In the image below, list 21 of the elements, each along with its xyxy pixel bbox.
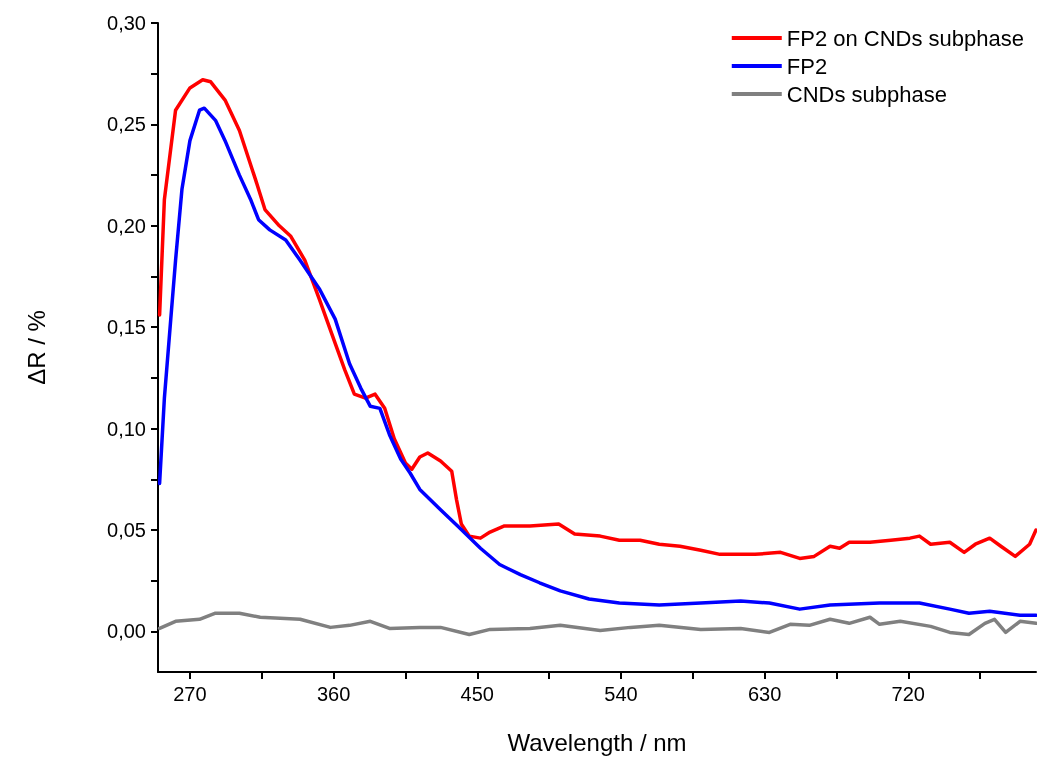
y-tick-label: 0,00 — [107, 620, 146, 643]
y-tick-label: 0,15 — [107, 316, 146, 339]
y-tick-label: 0,05 — [107, 519, 146, 542]
line-series — [157, 611, 1037, 637]
x-tick-label: 270 — [173, 683, 207, 705]
x-tick-label: 360 — [316, 683, 351, 705]
legend-label: CNDs subphase — [786, 81, 947, 107]
x-tick-label: 720 — [891, 683, 925, 705]
y-axis-title: ΔR / % — [22, 310, 50, 385]
y-tick-label: 0,30 — [107, 12, 146, 34]
x-tick-label: 540 — [604, 683, 638, 705]
line-series — [157, 78, 1037, 561]
legend-label: FP2 — [786, 53, 828, 79]
x-tick-label: 450 — [460, 683, 494, 705]
legend-label: FP2 on CNDs subphase — [786, 25, 1024, 51]
line-series — [157, 106, 1037, 617]
y-tick-label: 0,25 — [107, 113, 146, 136]
x-axis-title: Wavelength / nm — [507, 728, 687, 756]
y-tick-label: 0,10 — [107, 417, 146, 440]
x-tick-label: 630 — [747, 683, 782, 705]
y-tick-label: 0,20 — [107, 214, 146, 237]
